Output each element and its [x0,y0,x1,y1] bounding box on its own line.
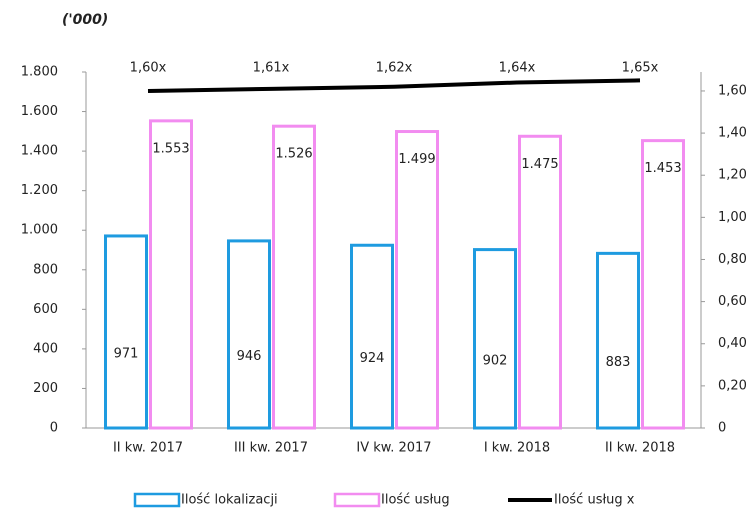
bar [596,251,640,430]
line [147,78,641,93]
y2-tick-label: 1,20 [718,168,747,183]
y2-tick-label: 0 [718,421,726,436]
bar-value-label: 1.453 [644,161,681,176]
y-tick-label: 1.600 [21,104,58,119]
x-tick-label: I kw. 2018 [484,441,550,456]
line-value-label: 1,65x [622,61,659,76]
chart-title: ('000) [62,12,108,28]
legend-label: Ilość lokalizacji [181,493,278,508]
y-tick-label: 0 [50,421,58,436]
bar-value-label: 902 [483,353,508,368]
bar-value-label: 1.475 [521,157,558,172]
bar [641,139,685,430]
bar [149,119,193,430]
bar [518,134,562,430]
y-tick-label: 1.800 [21,65,58,80]
y2-tick-label: 0,40 [718,336,747,351]
x-tick-label: IV kw. 2017 [356,441,431,456]
bar-value-label: 946 [237,349,262,364]
y2-tick-label: 0,80 [718,252,747,267]
bar [473,248,517,430]
y2-tick-label: 1,60 [718,83,747,98]
bar-value-label: 1.553 [152,141,189,156]
bar [395,130,439,430]
bar [227,239,271,430]
legend-swatch [333,492,381,508]
bar-value-label: 1.526 [275,147,312,162]
line-value-label: 1,61x [253,61,290,76]
line-value-label: 1,62x [376,61,413,76]
x-tick-label: III kw. 2017 [234,441,308,456]
y2-tick-label: 0,60 [718,294,747,309]
bar [272,124,316,430]
y-tick-label: 1.400 [21,144,58,159]
y-tick-label: 600 [33,302,58,317]
bar-value-label: 971 [114,346,139,361]
y2-tick-label: 0,20 [718,378,747,393]
line-value-label: 1,64x [499,61,536,76]
legend-swatch [133,492,181,508]
y-tick-label: 800 [33,262,58,277]
y-tick-label: 1.000 [21,223,58,238]
bar-value-label: 924 [360,351,385,366]
y-tick-label: 400 [33,341,58,356]
y2-tick-label: 1,40 [718,126,747,141]
bar-value-label: 883 [606,355,631,370]
bar [104,234,148,430]
bar-value-label: 1.499 [398,152,435,167]
y-tick-label: 200 [33,381,58,396]
x-tick-label: II kw. 2018 [605,441,675,456]
y-tick-label: 1.200 [21,183,58,198]
legend-label: Ilość usług [381,493,450,508]
y2-tick-label: 1,00 [718,210,747,225]
bar [350,243,394,430]
legend-label: Ilość usług x [554,493,635,508]
line-value-label: 1,60x [130,61,167,76]
x-tick-label: II kw. 2017 [113,441,183,456]
